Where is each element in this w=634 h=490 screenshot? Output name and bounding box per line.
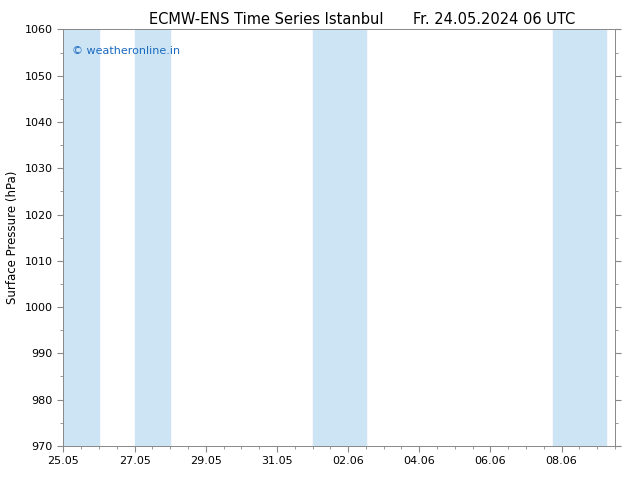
Y-axis label: Surface Pressure (hPa): Surface Pressure (hPa) [6, 171, 19, 304]
Bar [134, 29, 170, 446]
Text: © weatheronline.in: © weatheronline.in [72, 46, 180, 56]
Bar [553, 29, 606, 446]
Bar [63, 29, 99, 446]
Text: Fr. 24.05.2024 06 UTC: Fr. 24.05.2024 06 UTC [413, 12, 576, 27]
Text: ECMW-ENS Time Series Istanbul: ECMW-ENS Time Series Istanbul [149, 12, 384, 27]
Bar [313, 29, 366, 446]
